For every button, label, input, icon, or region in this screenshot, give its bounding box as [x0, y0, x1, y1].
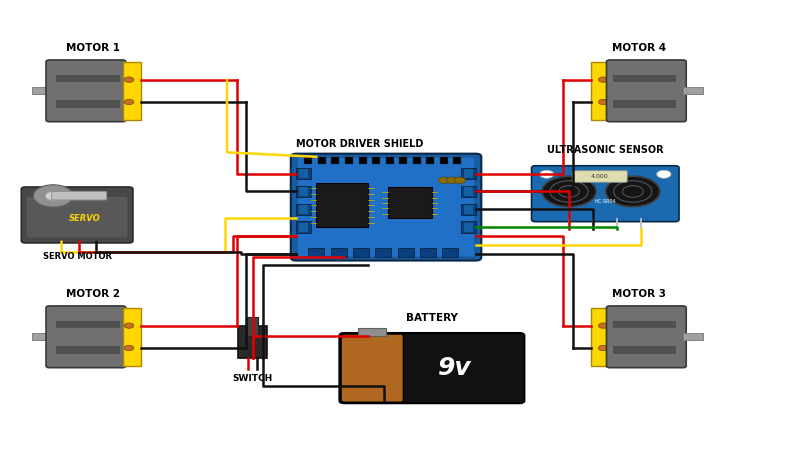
Bar [426, 157, 434, 163]
Circle shape [542, 176, 596, 207]
Bar [614, 100, 676, 108]
Bar [55, 321, 120, 328]
Bar [304, 157, 312, 163]
Bar [462, 221, 476, 233]
FancyBboxPatch shape [27, 197, 127, 238]
Bar [614, 346, 676, 354]
Bar [330, 248, 346, 257]
Circle shape [124, 345, 134, 351]
Circle shape [46, 191, 61, 200]
Circle shape [124, 99, 134, 105]
Bar [614, 321, 676, 328]
Text: ULTRASONIC SENSOR: ULTRASONIC SENSOR [546, 145, 663, 155]
Bar [345, 157, 353, 163]
Bar [591, 308, 610, 366]
FancyBboxPatch shape [298, 158, 474, 256]
FancyBboxPatch shape [339, 333, 524, 403]
Bar [420, 248, 436, 257]
Bar [238, 326, 267, 358]
Circle shape [438, 177, 450, 184]
Bar [298, 187, 308, 196]
FancyBboxPatch shape [531, 166, 679, 222]
Bar [298, 223, 308, 232]
Circle shape [598, 345, 608, 351]
Text: 4.000: 4.000 [590, 174, 608, 179]
Circle shape [454, 177, 466, 184]
Bar [386, 157, 394, 163]
Text: MOTOR 2: MOTOR 2 [66, 289, 120, 299]
Bar [296, 168, 310, 180]
Bar [316, 183, 368, 227]
Bar [372, 157, 380, 163]
FancyBboxPatch shape [606, 306, 686, 368]
FancyBboxPatch shape [606, 60, 686, 122]
Circle shape [598, 323, 608, 328]
Circle shape [446, 177, 458, 184]
Bar [683, 87, 703, 94]
Bar [358, 157, 366, 163]
Circle shape [657, 170, 671, 178]
Text: 9v: 9v [438, 356, 471, 380]
Bar [462, 203, 476, 215]
Bar [399, 157, 407, 163]
Circle shape [124, 77, 134, 82]
Text: BATTERY: BATTERY [406, 313, 458, 323]
Bar [464, 205, 474, 214]
Bar [454, 157, 462, 163]
Bar [464, 223, 474, 232]
Circle shape [598, 77, 608, 82]
Bar [440, 157, 448, 163]
Bar [683, 333, 703, 340]
FancyBboxPatch shape [52, 191, 106, 200]
Bar [388, 187, 432, 218]
Circle shape [124, 323, 134, 328]
Bar [122, 62, 141, 120]
Text: HC-SR04: HC-SR04 [594, 199, 616, 204]
Bar [296, 221, 310, 233]
Bar [298, 205, 308, 214]
FancyBboxPatch shape [341, 334, 403, 402]
Bar [296, 203, 310, 215]
Bar [462, 168, 476, 180]
Bar [353, 248, 369, 257]
Text: MOTOR 3: MOTOR 3 [612, 289, 666, 299]
Bar [55, 75, 120, 82]
Bar [591, 62, 610, 120]
Bar [318, 157, 326, 163]
FancyBboxPatch shape [22, 187, 133, 243]
Bar [32, 87, 52, 94]
Bar [32, 333, 52, 340]
FancyBboxPatch shape [46, 60, 126, 122]
Bar [122, 308, 141, 366]
Circle shape [606, 176, 660, 207]
Bar [308, 248, 324, 257]
Text: SERVO: SERVO [70, 214, 101, 223]
Bar [442, 248, 458, 257]
Bar [358, 328, 386, 336]
Bar [247, 317, 258, 336]
Circle shape [539, 170, 554, 178]
Text: SERVO MOTOR: SERVO MOTOR [42, 252, 112, 261]
Bar [331, 157, 339, 163]
Circle shape [34, 185, 73, 207]
Bar [298, 169, 308, 178]
FancyBboxPatch shape [572, 171, 627, 182]
Bar [55, 346, 120, 354]
FancyBboxPatch shape [46, 306, 126, 368]
FancyBboxPatch shape [290, 153, 482, 261]
Text: MOTOR 1: MOTOR 1 [66, 44, 120, 54]
Text: MOTOR 4: MOTOR 4 [612, 44, 666, 54]
Bar [296, 186, 310, 197]
Text: MOTOR DRIVER SHIELD: MOTOR DRIVER SHIELD [297, 139, 424, 149]
Circle shape [598, 99, 608, 105]
Bar [462, 186, 476, 197]
Bar [55, 100, 120, 108]
Bar [375, 248, 391, 257]
Bar [464, 169, 474, 178]
Text: SWITCH: SWITCH [232, 374, 273, 382]
Bar [614, 75, 676, 82]
Bar [464, 187, 474, 196]
Bar [413, 157, 421, 163]
Bar [398, 248, 414, 257]
